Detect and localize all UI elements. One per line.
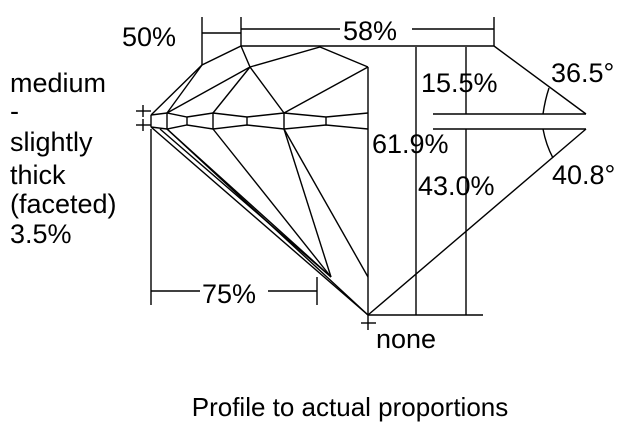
girdle-line: - <box>10 96 19 126</box>
caption: Profile to actual proportions <box>192 392 509 422</box>
girdle-line: 3.5% <box>10 219 72 249</box>
girdle-line: (faceted) <box>10 189 117 219</box>
dimension-lines <box>136 17 554 330</box>
table-label: 58% <box>343 16 397 46</box>
star-length-label: 50% <box>122 22 176 52</box>
girdle-line: thick <box>10 160 66 190</box>
crown-angle-label: 36.5° <box>551 58 614 88</box>
pavilion-depth-label: 43.0% <box>418 171 495 201</box>
lower-half-label: 75% <box>202 279 256 309</box>
girdle-line: medium <box>10 68 106 98</box>
total-depth-label: 61.9% <box>372 129 449 159</box>
diamond-outline <box>150 45 587 316</box>
girdle-description: medium - slightly thick (faceted) 3.5% <box>10 68 117 249</box>
crown-height-label: 15.5% <box>421 68 498 98</box>
girdle-line: slightly <box>10 127 93 157</box>
culet-label: none <box>376 324 436 354</box>
pavilion-angle-label: 40.8° <box>552 160 615 190</box>
